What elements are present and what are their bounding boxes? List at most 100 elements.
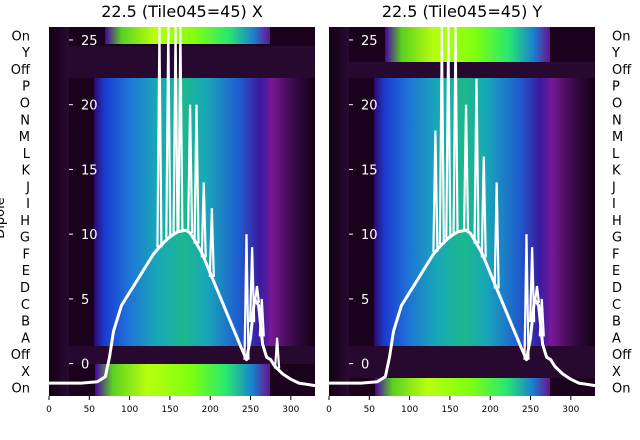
panel-title-left: 22.5 (Tile045=45) X (101, 2, 263, 21)
category-label: Off (11, 348, 31, 363)
heatmap-gap-top-left (49, 46, 315, 78)
heatmap-bottom-band-left (95, 364, 270, 396)
category-label: C (612, 298, 621, 313)
category-label: B (21, 315, 30, 330)
category-label: E (22, 264, 30, 279)
category-label: J (611, 180, 616, 195)
spike-mark (473, 78, 480, 244)
x-tick-label: 300 (282, 405, 299, 415)
x-tick-label: 150 (161, 405, 178, 415)
x-ticks-left: 0 50 100 150 200 250 300 (46, 396, 300, 415)
spike-mark (156, 26, 163, 248)
y-tick-label: 0 (81, 358, 89, 373)
category-label: A (21, 331, 30, 346)
category-label: C (21, 298, 30, 313)
spike-mark (258, 298, 265, 337)
category-label: M (19, 130, 30, 145)
category-label: N (20, 113, 30, 128)
curve-layer-right (329, 26, 596, 388)
curve-layer-left (49, 26, 316, 388)
spike-mark (249, 247, 256, 323)
category-label: B (612, 315, 621, 330)
heatmap-bottom-band-right (375, 378, 550, 396)
heatmap-left-dark-strip-right (329, 27, 349, 396)
category-label: Y (611, 46, 620, 61)
category-label: K (21, 164, 30, 179)
category-label: On (12, 29, 30, 44)
category-label: G (612, 231, 622, 246)
category-label: X (21, 365, 30, 380)
y-tick-label: 25 (81, 34, 98, 49)
x-tick-label: 200 (482, 405, 499, 415)
heatmap-left-dark-strip (49, 27, 69, 396)
y-tick-label: 5 (361, 293, 369, 308)
category-label: I (612, 197, 616, 212)
x-tick-label: 50 (364, 405, 376, 415)
category-label: On (12, 382, 30, 397)
x-tick-label: 0 (326, 405, 332, 415)
category-label: L (23, 147, 31, 162)
spike-mark (177, 26, 184, 232)
spike-mark (462, 104, 470, 231)
y-tick-label: 10 (81, 228, 98, 243)
y-tick-label: 20 (81, 99, 98, 114)
category-label: P (612, 80, 620, 95)
spike-mark (493, 182, 500, 289)
y-tick-label: 10 (361, 228, 378, 243)
y-tick-label: 15 (361, 163, 378, 178)
x-tick-label: 200 (202, 405, 219, 415)
category-label: A (612, 331, 621, 346)
category-label: F (23, 247, 30, 262)
spike-mark (186, 104, 194, 233)
panel-left: 22.5 (Tile045=45) X On Y Off PONMLKJIHGFEDC… (0, 2, 316, 415)
category-label: G (20, 231, 30, 246)
y-ticks-right: 0 5 10 15 20 25 (349, 34, 378, 373)
category-label: Y (21, 46, 30, 61)
x-ticks-right: 0 50 100 150 200 250 300 (326, 396, 580, 415)
category-label: N (612, 113, 622, 128)
category-label: H (612, 214, 622, 229)
category-label: J (25, 180, 30, 195)
category-label: O (612, 96, 622, 111)
y-axis-label: Dipole (0, 197, 8, 238)
category-label: H (20, 214, 30, 229)
panel-title-right: 22.5 (Tile045=45) Y (382, 2, 543, 21)
x-tick-label: 0 (46, 405, 52, 415)
spike-mark (253, 285, 261, 303)
series-line (49, 228, 316, 388)
spike-mark (445, 26, 452, 239)
heatmap-gap-top-right (329, 62, 595, 78)
spike-mark (165, 26, 172, 239)
y-tick-label: 5 (81, 293, 89, 308)
x-tick-label: 50 (84, 405, 96, 415)
spike-mark (200, 182, 207, 258)
x-tick-label: 150 (441, 405, 458, 415)
category-label: K (612, 164, 621, 179)
spike-mark (193, 104, 200, 244)
category-label: D (20, 281, 30, 296)
category-label: Off (612, 63, 632, 78)
spike-mark (480, 156, 487, 258)
spike-mark (529, 247, 536, 323)
category-label: F (612, 247, 619, 262)
x-tick-label: 250 (522, 405, 539, 415)
spike-mark (172, 26, 179, 234)
category-label: X (612, 365, 621, 380)
x-tick-label: 300 (562, 405, 579, 415)
heatmap-purple-edge-left (270, 78, 315, 346)
category-label: Off (612, 348, 632, 363)
category-label: E (612, 264, 620, 279)
category-label: P (22, 80, 30, 95)
category-label: O (20, 96, 30, 111)
x-tick-label: 250 (242, 405, 259, 415)
spike-mark (523, 234, 530, 360)
y-ticks-left: 0 5 10 15 20 25 (69, 34, 98, 373)
heatmap-top-band-left (105, 27, 270, 44)
category-label: M (612, 130, 623, 145)
spike-mark (432, 130, 439, 252)
category-label: D (612, 281, 622, 296)
spike-mark (533, 285, 541, 303)
